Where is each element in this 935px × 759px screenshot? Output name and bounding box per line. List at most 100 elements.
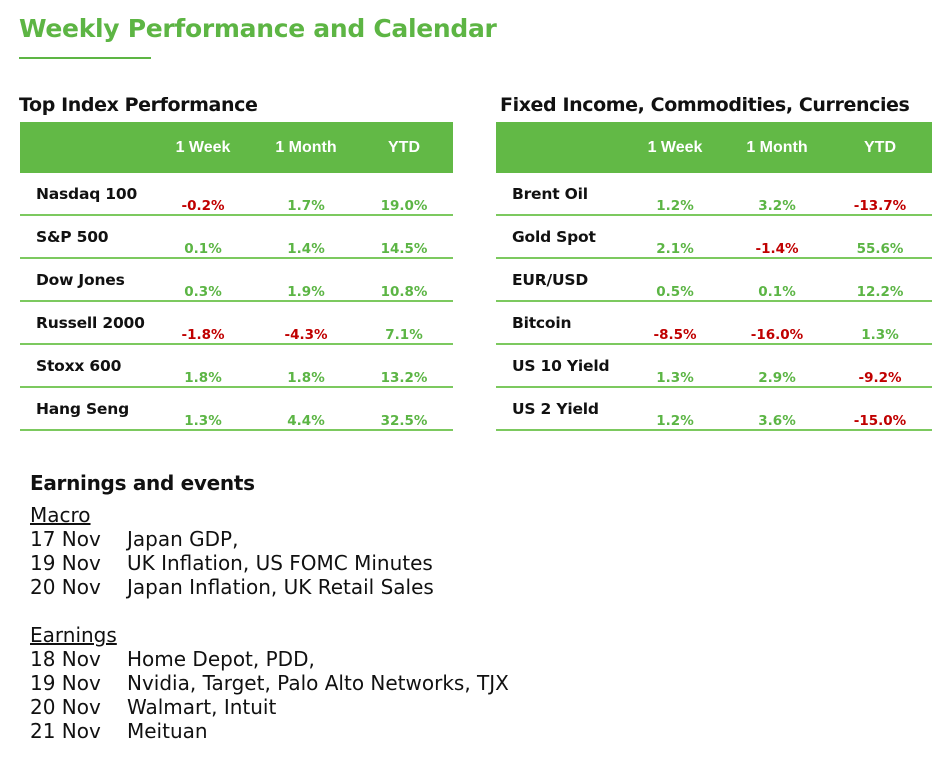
column-header: 1 Month [746, 139, 808, 156]
table-row: Gold Spot 2.1% -1.4% 55.6% [496, 216, 932, 259]
row-name: Hang Seng [36, 400, 129, 418]
cell-value: -15.0% [853, 413, 907, 429]
event-item: 21 Nov Meituan [30, 719, 509, 743]
cell-value: 7.1% [385, 327, 423, 343]
event-date: 19 Nov [30, 671, 101, 695]
cell-value: 2.1% [656, 241, 694, 257]
events-heading: Earnings and events [30, 471, 255, 495]
row-name: Russell 2000 [36, 314, 145, 332]
event-text: Meituan [127, 719, 208, 743]
cell-value: 14.5% [380, 241, 428, 257]
event-date: 21 Nov [30, 719, 101, 743]
event-item: 19 Nov UK Inflation, US FOMC Minutes [30, 551, 509, 575]
cell-value: 1.4% [287, 241, 325, 257]
cell-value: 32.5% [380, 413, 428, 429]
event-date: 17 Nov [30, 527, 101, 551]
cell-value: 0.1% [184, 241, 222, 257]
cell-value: 3.2% [758, 198, 796, 214]
earnings-list: 18 Nov Home Depot, PDD, 19 Nov Nvidia, Targ… [30, 647, 509, 743]
table-row: Russell 2000 -1.8% -4.3% 7.1% [20, 302, 453, 345]
row-name: US 2 Yield [512, 400, 599, 418]
macro-subheading: Macro [30, 503, 91, 527]
cell-value: 55.6% [856, 241, 904, 257]
earnings-events-section: Earnings and events Macro 17 Nov Japan GD… [30, 471, 509, 743]
row-name: Gold Spot [512, 228, 596, 246]
cell-value: 1.8% [184, 370, 222, 386]
cell-value: 19.0% [380, 198, 428, 214]
cell-value: 1.3% [656, 370, 694, 386]
column-header: YTD [864, 139, 896, 156]
title-underline [19, 57, 151, 59]
cell-value: 1.3% [861, 327, 899, 343]
cell-value: 2.9% [758, 370, 796, 386]
row-name: Nasdaq 100 [36, 185, 138, 203]
row-name: Dow Jones [36, 271, 125, 289]
cell-value: -13.7% [853, 198, 907, 214]
cell-value: 1.7% [287, 198, 325, 214]
event-text: UK Inflation, US FOMC Minutes [127, 551, 433, 575]
earnings-subheading: Earnings [30, 623, 117, 647]
event-item: 20 Nov Walmart, Intuit [30, 695, 509, 719]
event-item: 18 Nov Home Depot, PDD, [30, 647, 509, 671]
cell-value: 3.6% [758, 413, 796, 429]
cell-value: 1.8% [287, 370, 325, 386]
index-performance-table: 1 Week 1 Month YTD Nasdaq 100 -0.2% 1.7% 19.0%… [20, 122, 453, 431]
event-item: 20 Nov Japan Inflation, UK Retail Sales [30, 575, 509, 599]
cell-value: 1.9% [287, 284, 325, 300]
table-row: S&P 500 0.1% 1.4% 14.5% [20, 216, 453, 259]
cell-value: -1.4% [755, 241, 799, 257]
column-header: 1 Week [647, 139, 703, 156]
macro-list: 17 Nov Japan GDP, 19 Nov UK Inflation, US F… [30, 527, 509, 599]
cell-value: -16.0% [750, 327, 804, 343]
event-text: Walmart, Intuit [127, 695, 277, 719]
table-row: Dow Jones 0.3% 1.9% 10.8% [20, 259, 453, 302]
column-header: 1 Month [275, 139, 337, 156]
event-date: 19 Nov [30, 551, 101, 575]
event-date: 20 Nov [30, 575, 101, 599]
row-name: EUR/USD [512, 271, 588, 289]
cell-value: 0.1% [758, 284, 796, 300]
row-name: Bitcoin [512, 314, 572, 332]
cell-value: 12.2% [856, 284, 904, 300]
cell-value: 0.5% [656, 284, 694, 300]
cell-value: -1.8% [181, 327, 225, 343]
cell-value: 13.2% [380, 370, 428, 386]
cell-value: -4.3% [284, 327, 328, 343]
cell-value: -9.2% [858, 370, 902, 386]
event-item: 17 Nov Japan GDP, [30, 527, 509, 551]
fixed-table-heading: Fixed Income, Commodities, Currencies [500, 94, 910, 116]
table-header: 1 Week 1 Month YTD [20, 122, 453, 173]
table-row: EUR/USD 0.5% 0.1% 12.2% [496, 259, 932, 302]
table-row: US 2 Yield 1.2% 3.6% -15.0% [496, 388, 932, 431]
event-text: Japan Inflation, UK Retail Sales [127, 575, 434, 599]
event-text: Home Depot, PDD, [127, 647, 315, 671]
table-row: Nasdaq 100 -0.2% 1.7% 19.0% [20, 173, 453, 216]
table-header: 1 Week 1 Month YTD [496, 122, 932, 173]
column-header: YTD [388, 139, 420, 156]
table-row: Stoxx 600 1.8% 1.8% 13.2% [20, 345, 453, 388]
event-text: Japan GDP, [127, 527, 239, 551]
cell-value: 10.8% [380, 284, 428, 300]
row-name: Brent Oil [512, 185, 588, 203]
cell-value: 1.2% [656, 198, 694, 214]
cell-value: 1.3% [184, 413, 222, 429]
column-header: 1 Week [175, 139, 231, 156]
cell-value: -8.5% [653, 327, 697, 343]
event-text: Nvidia, Target, Palo Alto Networks, TJX [127, 671, 509, 695]
row-name: S&P 500 [36, 228, 109, 246]
page-title: Weekly Performance and Calendar [19, 14, 497, 43]
event-date: 20 Nov [30, 695, 101, 719]
table-row: US 10 Yield 1.3% 2.9% -9.2% [496, 345, 932, 388]
table-row: Bitcoin -8.5% -16.0% 1.3% [496, 302, 932, 345]
table-row: Hang Seng 1.3% 4.4% 32.5% [20, 388, 453, 431]
cell-value: -0.2% [181, 198, 225, 214]
event-date: 18 Nov [30, 647, 101, 671]
row-name: Stoxx 600 [36, 357, 122, 375]
cell-value: 0.3% [184, 284, 222, 300]
row-name: US 10 Yield [512, 357, 610, 375]
fixed-income-table: 1 Week 1 Month YTD Brent Oil 1.2% 3.2% -13.7% G… [496, 122, 932, 431]
cell-value: 4.4% [287, 413, 325, 429]
cell-value: 1.2% [656, 413, 694, 429]
event-item: 19 Nov Nvidia, Target, Palo Alto Networks… [30, 671, 509, 695]
table-row: Brent Oil 1.2% 3.2% -13.7% [496, 173, 932, 216]
